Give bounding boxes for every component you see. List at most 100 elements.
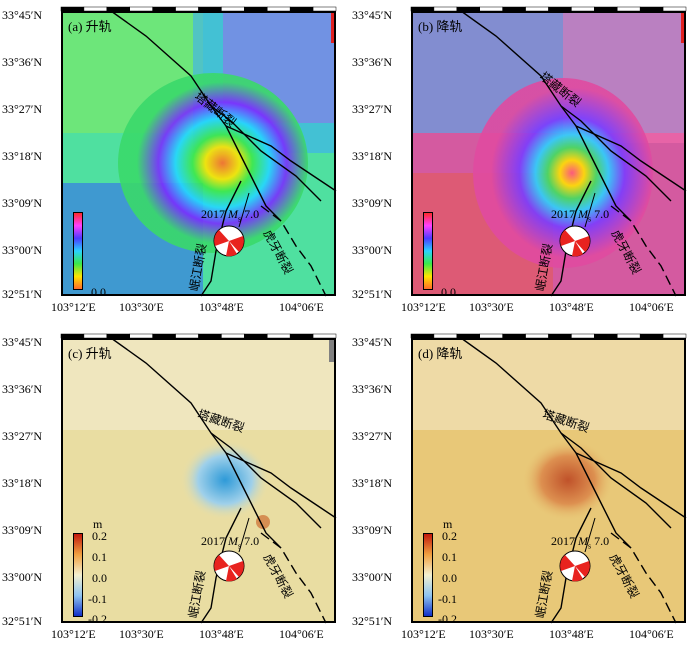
latitude-tick-label: 33°18′N (2, 476, 43, 490)
frame-segment (594, 333, 618, 339)
event-magnitude: 7.0 (241, 207, 260, 221)
frame-segment (571, 333, 595, 339)
longitude-tick-label: 103°48′E (549, 627, 594, 641)
frame-segment (456, 333, 481, 339)
fault-trace-minjiang (200, 507, 242, 624)
longitude-tick-label: 103°30′E (119, 300, 164, 314)
colorbar-a-min: 0.0 (91, 285, 106, 299)
frame-segment (525, 6, 549, 12)
colorbar-b-min: 0.0 (441, 285, 456, 299)
frame-segment (267, 6, 291, 12)
interferogram-b (413, 13, 684, 294)
deformation-c (63, 340, 334, 621)
event-year: 2017 (201, 207, 228, 221)
latitude-tick-label: 32°51′N (352, 614, 393, 628)
colorbar-b (423, 212, 433, 290)
longitude-tick-label: 103°12′E (401, 627, 446, 641)
fault-trace-huya (610, 205, 677, 297)
latitude-tick-label: 33°45′N (2, 335, 43, 349)
fault-trace-huya (260, 532, 327, 624)
fault-trace-tazang (110, 10, 282, 222)
latitude-tick-label: 33°45′N (2, 8, 43, 22)
latitude-tick-label: 32°51′N (2, 287, 43, 301)
panel-label-b: (b) 降轨 (418, 19, 463, 34)
latitude-tick-label: 33°27′N (352, 429, 393, 443)
latitude-tick-label: 33°36′N (352, 382, 393, 396)
deformation-d (413, 340, 684, 621)
latitude-tick-label: 33°36′N (2, 55, 43, 69)
longitude-tick-label: 103°48′E (199, 300, 244, 314)
event-label: 2017 Ms 7.0 (201, 535, 259, 552)
event-label: 2017 Ms 7.0 (551, 535, 609, 552)
beachball-quadrant (575, 236, 590, 252)
interferogram-a (63, 13, 334, 294)
beachball-quadrant (575, 561, 590, 577)
latitude-tick-label: 33°09′N (352, 523, 393, 537)
latitude-tick-label: 33°00′N (352, 243, 393, 257)
beachball-quadrant (226, 241, 237, 257)
fault-trace-branch2 (560, 105, 672, 202)
beachball-quadrant (214, 230, 229, 246)
latitude-tick-label: 33°45′N (352, 8, 393, 22)
fault-trace-branch1 (575, 452, 687, 519)
beachball-leader (238, 192, 250, 228)
latitude-tick-label: 32°51′N (352, 287, 393, 301)
frame-segment (221, 6, 245, 12)
colorbar-c-01: 0.1 (92, 550, 107, 564)
latitude-tick-label: 33°18′N (352, 476, 393, 490)
frame-segment (571, 6, 595, 12)
latitude-tick-label: 33°36′N (352, 55, 393, 69)
frame-segment (152, 333, 176, 339)
latitude-tick-label: 33°00′N (352, 570, 393, 584)
colorbar-d (423, 533, 433, 617)
fault-trace-minjiang (200, 180, 242, 297)
frame-segment (502, 6, 526, 12)
event-year: 2017 (551, 534, 578, 548)
beachball (559, 517, 596, 582)
frame-segment (525, 333, 549, 339)
latitude-tick-label: 33°27′N (2, 102, 43, 116)
longitude-tick-label: 104°06′E (279, 300, 324, 314)
fault-trace-branch2 (210, 105, 322, 202)
frame-segment (106, 6, 131, 12)
latitude-tick-label: 33°27′N (352, 102, 393, 116)
beachball-quadrant (214, 555, 229, 571)
longitude-tick-label: 103°12′E (51, 300, 96, 314)
frame-segment (244, 333, 268, 339)
frame-segment (479, 6, 503, 12)
beachball (213, 517, 250, 582)
latitude-tick-label: 33°18′N (352, 149, 393, 163)
longitude-tick-label: 103°48′E (199, 627, 244, 641)
panel-label-c: (c) 升轨 (68, 346, 112, 361)
fault-trace-tazang (460, 337, 632, 549)
event-magnitude: 7.0 (241, 534, 260, 548)
longitude-tick-label: 104°06′E (629, 300, 674, 314)
event-magnitude-symbol: M (228, 207, 238, 221)
longitude-tick-label: 103°48′E (549, 300, 594, 314)
frame-segment (617, 6, 641, 12)
event-magnitude-symbol: M (578, 534, 588, 548)
beachball-quadrant (572, 566, 583, 582)
frame-segment (548, 333, 572, 339)
latitude-tick-label: 33°09′N (2, 523, 43, 537)
frame-segment (267, 333, 291, 339)
event-magnitude-subscript: s (238, 214, 242, 224)
longitude-tick-label: 103°30′E (469, 300, 514, 314)
event-year: 2017 (551, 207, 578, 221)
colorbar-d-m02: -0.2 (438, 612, 457, 626)
frame-segment (594, 6, 618, 12)
frame-segment (662, 333, 687, 339)
latitude-tick-label: 33°18′N (2, 149, 43, 163)
longitude-tick-label: 104°06′E (629, 627, 674, 641)
frame-segment (129, 6, 153, 12)
frame-segment (175, 6, 199, 12)
fault-trace-branch1 (225, 125, 337, 192)
frame-segment (289, 333, 314, 339)
event-magnitude: 7.0 (591, 207, 610, 221)
fault-trace-branch2 (210, 432, 322, 529)
fault-trace-branch1 (225, 452, 337, 519)
panel-a (61, 11, 336, 296)
beachball-quadrant (229, 236, 244, 252)
beachball-leader (584, 517, 596, 553)
latitude-tick-label: 33°09′N (352, 196, 393, 210)
